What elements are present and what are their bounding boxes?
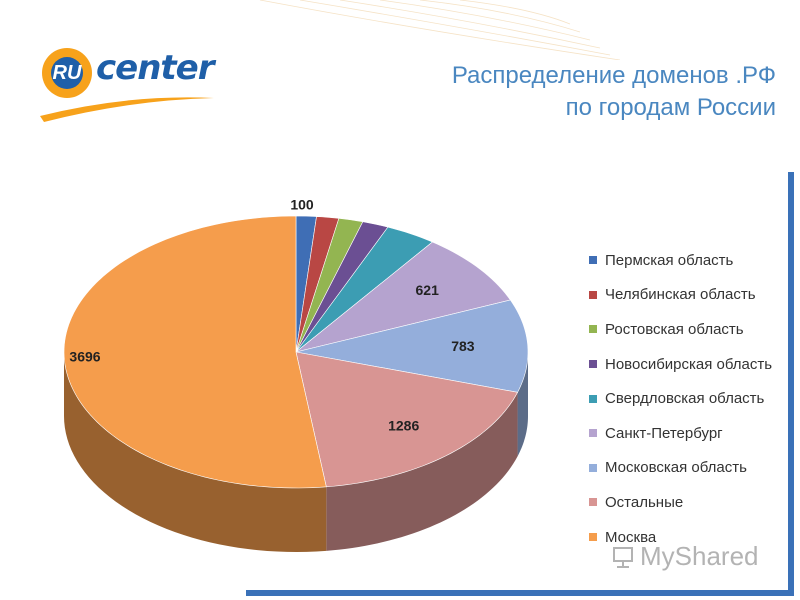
legend-label: Остальные	[605, 493, 684, 511]
logo-ru-mark: RU	[51, 57, 83, 89]
legend-label: Ростовская область	[605, 320, 744, 338]
legend-item: Новосибирская область	[589, 347, 789, 382]
legend-item: Пермская область	[589, 243, 789, 278]
legend-label: Московская область	[605, 459, 747, 477]
pie-side-7	[517, 352, 528, 457]
legend-item: Ростовская область	[589, 312, 789, 347]
legend-swatch	[589, 533, 597, 542]
legend-label: Свердловская область	[605, 390, 765, 408]
legend-label: Москва	[605, 528, 657, 546]
legend-item: Остальные	[589, 485, 789, 520]
title-line-2: по городам России	[565, 94, 776, 121]
legend-swatch	[589, 325, 597, 334]
legend-swatch	[589, 498, 597, 507]
legend-item: Москва	[589, 520, 789, 555]
pie-slice-7	[295, 299, 529, 393]
pie-slice-5	[295, 226, 434, 353]
legend-swatch	[589, 429, 597, 438]
logo-ru-circle: RU	[42, 48, 92, 98]
page-title: Распределение доменов .РФ по городам Рос…	[356, 60, 776, 124]
frame-bar-right	[788, 172, 794, 596]
legend-item: Челябинская область	[589, 278, 789, 313]
data-label-6: 621	[416, 282, 440, 298]
legend-label: Санкт-Петербург	[605, 424, 723, 442]
pie-side-walls	[64, 352, 528, 552]
title-line-1: Распределение доменов .РФ	[451, 62, 776, 89]
legend-item: Санкт-Петербург	[589, 416, 789, 451]
logo-text: center	[96, 48, 214, 88]
pie-slice-6	[295, 241, 511, 353]
legend-label: Челябинская область	[605, 286, 756, 304]
data-label-8: 1286	[388, 418, 419, 434]
frame-bar-bottom	[246, 590, 794, 596]
legend-swatch	[589, 360, 597, 369]
pie-side-9	[64, 352, 327, 552]
legend-label: Новосибирская область	[605, 355, 773, 373]
watermark-text: MyShared	[640, 541, 759, 571]
chart-legend: Пермская область Челябинская область Росто…	[589, 243, 789, 554]
legend-swatch	[589, 290, 597, 299]
pie-slice-8	[295, 351, 519, 488]
presentation-icon	[613, 547, 633, 568]
pie-top-faces	[63, 215, 529, 489]
legend-item: Свердловская область	[589, 381, 789, 416]
legend-swatch	[589, 463, 597, 472]
legend-item: Московская область	[589, 451, 789, 486]
legend-label: Пермская область	[605, 251, 734, 269]
data-label-9: 3696	[69, 349, 100, 365]
legend-swatch	[589, 256, 597, 265]
data-label-1: 100	[290, 197, 314, 213]
legend-swatch	[589, 394, 597, 403]
watermark: MyShared	[612, 541, 759, 572]
ru-center-logo: RU center	[38, 40, 218, 122]
pie-slice-9	[63, 215, 327, 489]
logo-swoosh	[40, 97, 214, 122]
pie-data-labels: 100 621 783 1286 3696	[69, 197, 474, 434]
data-label-7: 783	[451, 338, 475, 354]
pie-side-8	[326, 392, 518, 551]
